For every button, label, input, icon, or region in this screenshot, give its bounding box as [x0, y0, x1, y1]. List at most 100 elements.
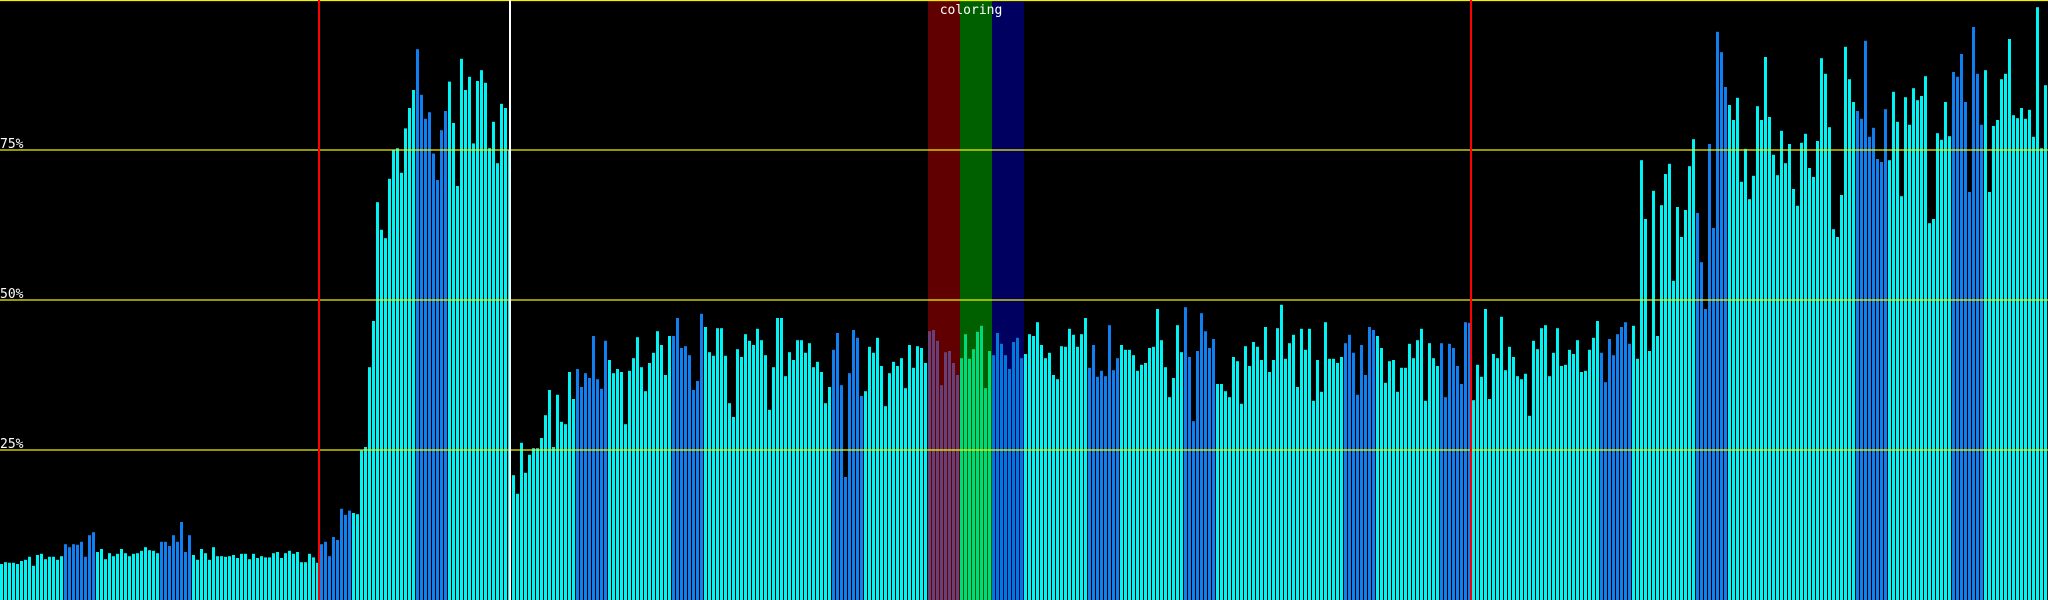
bar — [300, 562, 303, 600]
bar — [2028, 109, 2031, 600]
bar — [1240, 403, 1243, 600]
bar — [1056, 379, 1059, 600]
bar — [448, 81, 451, 600]
bar — [204, 553, 207, 600]
bar — [1512, 357, 1515, 600]
bar — [1188, 357, 1191, 600]
bar — [244, 553, 247, 600]
bar — [628, 370, 631, 600]
bar — [1040, 345, 1043, 600]
bar — [80, 541, 83, 600]
bar — [1964, 102, 1967, 600]
bar — [732, 417, 735, 600]
bar — [1780, 130, 1783, 600]
bar — [1984, 70, 1987, 600]
bar — [1820, 58, 1823, 600]
bar — [1352, 352, 1355, 600]
bar — [840, 385, 843, 600]
bar — [184, 552, 187, 600]
bar — [2036, 7, 2039, 600]
bar — [136, 553, 139, 600]
bar — [896, 366, 899, 600]
bar — [684, 346, 687, 600]
bar — [1264, 327, 1267, 600]
bar — [1664, 174, 1667, 600]
bar — [1380, 348, 1383, 600]
bar — [344, 514, 347, 600]
bar — [868, 346, 871, 600]
bar — [1136, 370, 1139, 600]
bar — [924, 363, 927, 600]
bar — [568, 372, 571, 600]
bar — [472, 143, 475, 600]
bar — [920, 348, 923, 600]
bar — [1668, 163, 1671, 600]
bar — [452, 123, 455, 600]
bar — [1404, 367, 1407, 600]
bar — [1212, 339, 1215, 600]
bar — [1472, 400, 1475, 600]
bar — [600, 388, 603, 600]
bar — [680, 348, 683, 600]
bar — [828, 387, 831, 600]
bar — [772, 367, 775, 600]
bar — [1496, 358, 1499, 600]
bar — [140, 550, 143, 600]
bar — [1180, 352, 1183, 600]
bar — [1892, 91, 1895, 600]
bar — [432, 153, 435, 600]
bar — [1548, 376, 1551, 600]
bar — [76, 544, 79, 600]
bar — [576, 369, 579, 600]
bar — [312, 557, 315, 600]
bar — [1568, 349, 1571, 600]
bar — [1764, 57, 1767, 600]
gridlines-group — [0, 0, 2048, 451]
bar — [260, 556, 263, 600]
bar — [1672, 280, 1675, 600]
bar — [1768, 117, 1771, 600]
bar — [1552, 352, 1555, 600]
bar — [64, 544, 67, 600]
bar — [12, 562, 15, 600]
bar — [1120, 345, 1123, 600]
bar — [1600, 352, 1603, 600]
bar — [1144, 363, 1147, 600]
bar — [1096, 376, 1099, 600]
bar — [396, 148, 399, 600]
bar — [1060, 346, 1063, 600]
bar — [1268, 372, 1271, 600]
bar — [68, 547, 71, 600]
bar — [1296, 387, 1299, 600]
bar — [376, 202, 379, 600]
bar — [1656, 336, 1659, 600]
bar — [420, 94, 423, 600]
bar — [1108, 325, 1111, 600]
bar — [556, 394, 559, 600]
bar — [1604, 382, 1607, 600]
bar — [668, 336, 671, 600]
bar — [220, 556, 223, 600]
bar — [1252, 342, 1255, 600]
bar — [1632, 325, 1635, 600]
bar — [1456, 366, 1459, 600]
bar — [1156, 309, 1159, 600]
bar — [2004, 73, 2007, 600]
bar — [1932, 219, 1935, 600]
bar — [1588, 349, 1591, 600]
bar — [796, 340, 799, 600]
bar — [1260, 360, 1263, 600]
bar — [848, 373, 851, 600]
bar — [84, 556, 87, 600]
bar — [1224, 391, 1227, 600]
bar — [1184, 307, 1187, 600]
bar — [664, 375, 667, 600]
bar — [272, 553, 275, 600]
bar — [1396, 391, 1399, 600]
bar — [1176, 325, 1179, 600]
bar — [776, 318, 779, 600]
bar — [1520, 379, 1523, 600]
bar — [1840, 195, 1843, 600]
bar — [8, 562, 11, 600]
bar — [280, 558, 283, 600]
